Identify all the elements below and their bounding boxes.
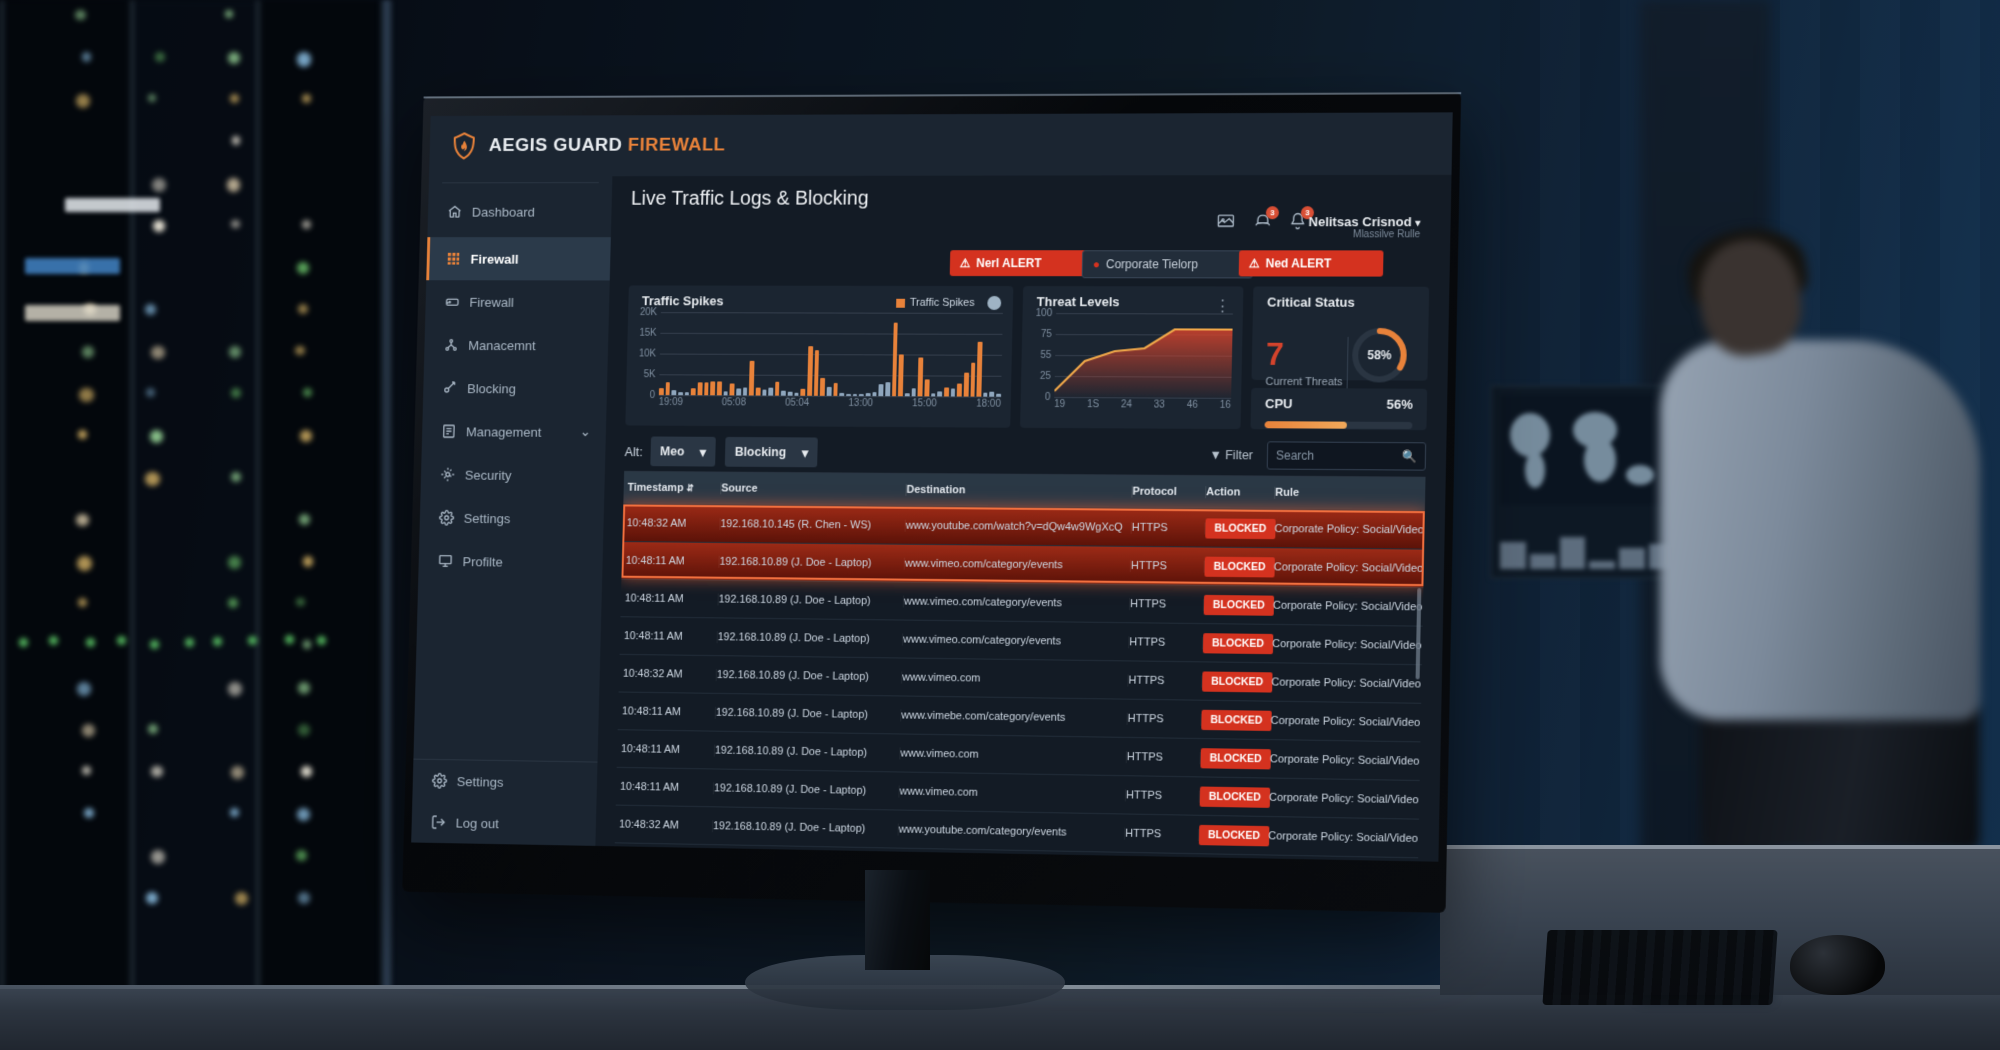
svg-text:58%: 58% <box>1367 348 1392 362</box>
